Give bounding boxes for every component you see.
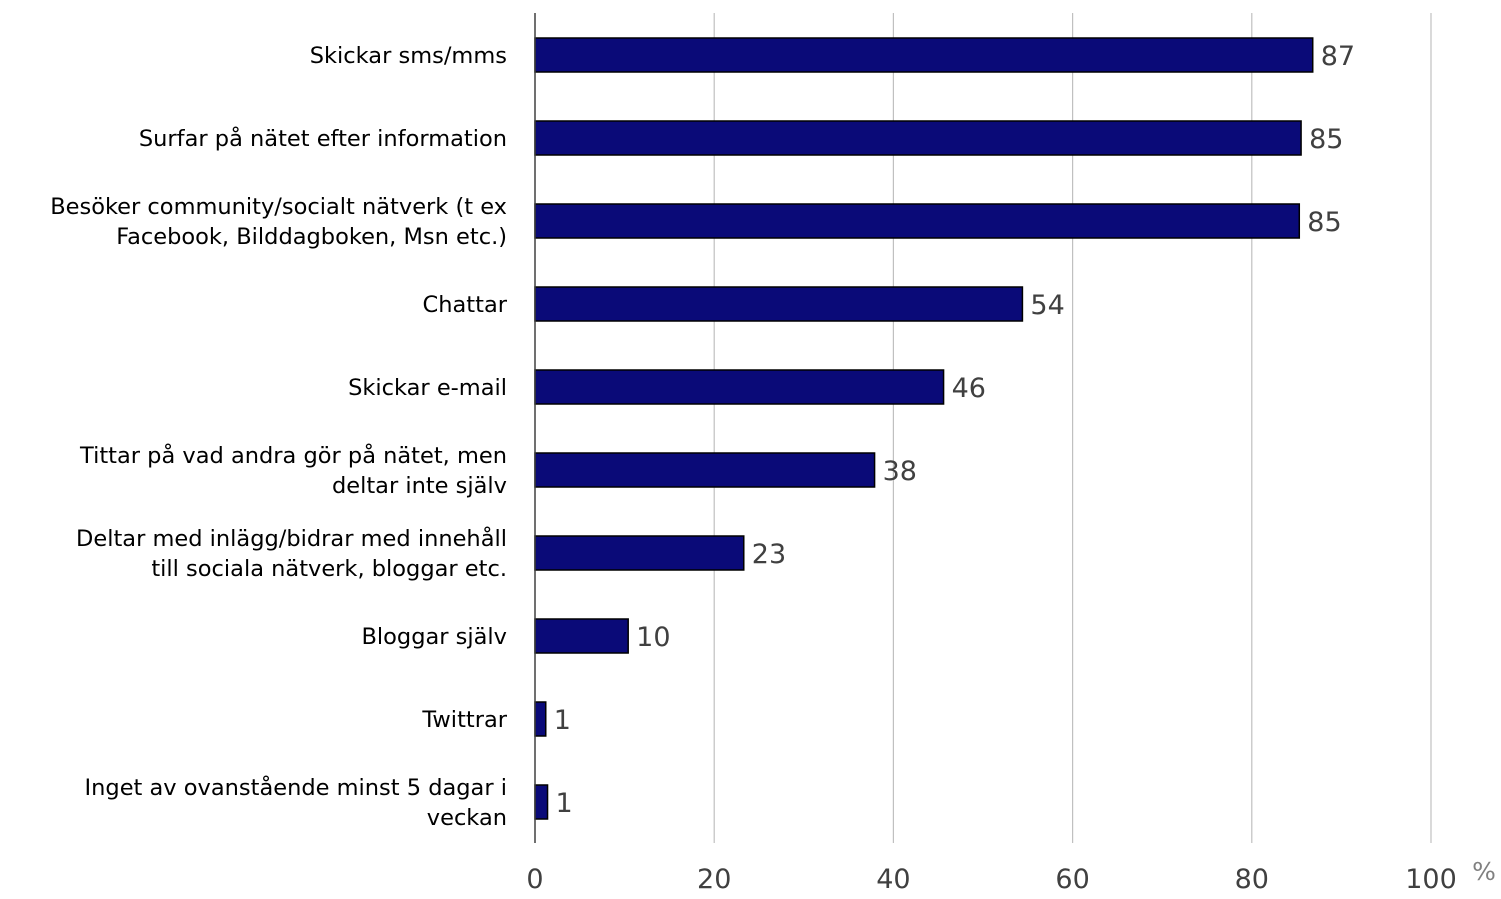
bar [534, 701, 547, 737]
bar [534, 784, 549, 820]
category-label: veckan [427, 805, 507, 831]
x-tick-label: 0 [526, 864, 543, 895]
bar [534, 120, 1302, 156]
x-tick-label: 20 [697, 864, 731, 895]
category-label: Twittrar [421, 707, 507, 733]
value-label: 1 [554, 705, 571, 736]
category-label: Inget av ovanstående minst 5 dagar i [85, 773, 507, 801]
bar [534, 286, 1024, 322]
value-label: 10 [636, 622, 670, 653]
bar [534, 203, 1301, 239]
bar [534, 369, 945, 405]
category-label: Facebook, Bilddagboken, Msn etc.) [116, 224, 507, 250]
category-label: Tittar på vad andra gör på nätet, men [79, 441, 507, 469]
value-label: 54 [1030, 290, 1064, 321]
category-label: Surfar på nätet efter information [139, 124, 507, 152]
value-label: 38 [883, 456, 917, 487]
x-tick-label: 80 [1235, 864, 1269, 895]
category-label: Besöker community/socialt nätverk (t ex [50, 194, 507, 220]
value-label: 1 [556, 788, 573, 819]
category-label: till sociala nätverk, bloggar etc. [151, 556, 507, 582]
value-label: 87 [1321, 41, 1355, 72]
category-label: Chattar [423, 292, 508, 318]
category-label: Skickar sms/mms [310, 43, 507, 69]
category-label: Skickar e-mail [348, 375, 507, 401]
value-label: 23 [752, 539, 786, 570]
x-tick-label: 60 [1055, 864, 1089, 895]
value-label: 85 [1307, 207, 1341, 238]
x-unit-label: % [1472, 857, 1496, 886]
value-label: 85 [1309, 124, 1343, 155]
bar [534, 37, 1314, 73]
category-label: Deltar med inlägg/bidrar med innehåll [76, 524, 507, 552]
x-tick-label: 40 [876, 864, 910, 895]
bar [534, 618, 629, 654]
category-label: deltar inte själv [332, 473, 507, 499]
category-label: Bloggar själv [361, 624, 507, 650]
bar [534, 535, 745, 571]
x-tick-label: 100 [1405, 864, 1457, 895]
bar [534, 452, 876, 488]
value-label: 46 [952, 373, 986, 404]
